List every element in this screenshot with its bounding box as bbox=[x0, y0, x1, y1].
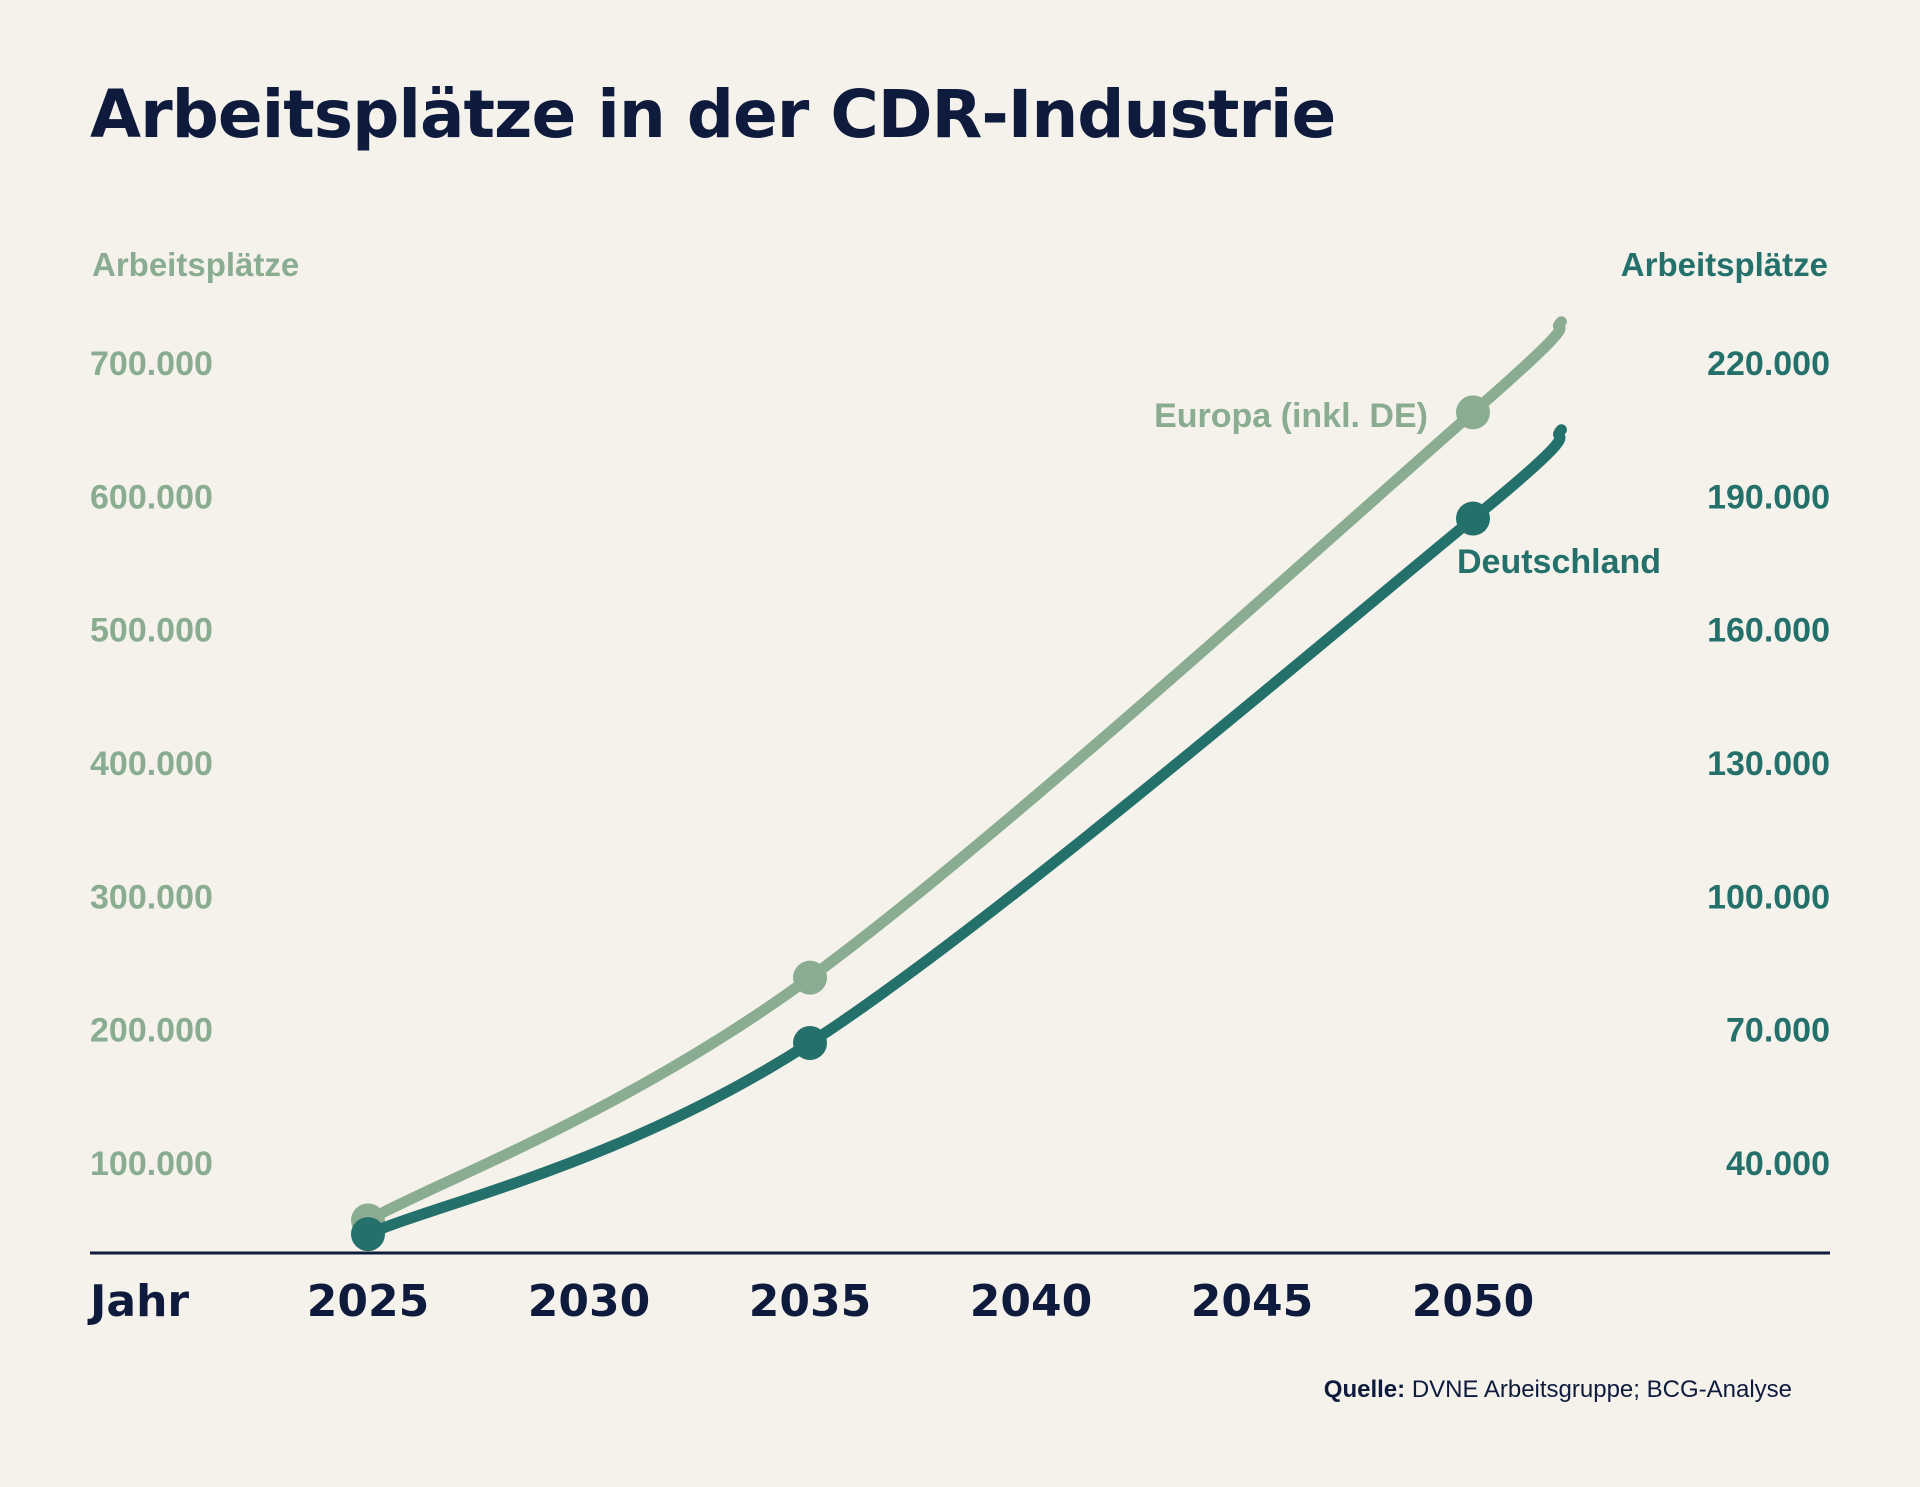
x-tick-label: 2040 bbox=[970, 1276, 1092, 1327]
x-tick-label: 2050 bbox=[1412, 1276, 1534, 1327]
left-axis-title: Arbeitsplätze bbox=[92, 246, 300, 283]
series-layer bbox=[351, 316, 1567, 1252]
series-label-europe: Europa (inkl. DE) bbox=[1154, 397, 1428, 435]
left-tick-label: 500.000 bbox=[90, 612, 213, 650]
x-tick-label: 2045 bbox=[1191, 1276, 1313, 1327]
right-tick-label: 100.000 bbox=[1707, 878, 1830, 916]
right-tick-label: 220.000 bbox=[1707, 345, 1830, 383]
left-tick-label: 300.000 bbox=[90, 878, 213, 916]
series-line-europe bbox=[362, 316, 1567, 1226]
data-point-europe bbox=[793, 960, 827, 995]
series-label-germany: Deutschland bbox=[1457, 543, 1661, 581]
data-point-germany bbox=[1456, 501, 1490, 536]
right-axis-ticks: 40.000 70.000 100.000 130.000 160.000 190.000… bbox=[1707, 345, 1830, 1183]
right-tick-label: 40.000 bbox=[1726, 1145, 1830, 1183]
source-text: DVNE Arbeitsgruppe; BCG-Analyse bbox=[1405, 1376, 1792, 1403]
right-tick-label: 70.000 bbox=[1726, 1012, 1830, 1050]
left-tick-label: 400.000 bbox=[90, 745, 213, 783]
data-point-germany bbox=[793, 1026, 827, 1060]
x-tick-label: 2030 bbox=[528, 1276, 650, 1327]
source-label: Quelle: bbox=[1323, 1376, 1406, 1403]
right-axis-title: Arbeitsplätze bbox=[1620, 246, 1828, 283]
right-tick-label: 190.000 bbox=[1707, 478, 1830, 516]
x-axis-label: Jahr bbox=[87, 1276, 189, 1327]
left-tick-label: 700.000 bbox=[90, 345, 213, 383]
left-tick-label: 200.000 bbox=[90, 1012, 213, 1050]
data-point-europe bbox=[1456, 395, 1490, 430]
chart-title: Arbeitsplätze in der CDR-Industrie bbox=[90, 76, 1336, 153]
right-tick-label: 130.000 bbox=[1707, 745, 1830, 783]
data-point-germany bbox=[351, 1217, 385, 1252]
x-axis-ticks: 2025 2030 2035 2040 2045 2050 bbox=[307, 1276, 1534, 1327]
left-axis-ticks: 100.000 200.000 300.000 400.000 500.000 600.0… bbox=[90, 345, 213, 1183]
x-tick-label: 2035 bbox=[749, 1276, 871, 1327]
left-tick-label: 600.000 bbox=[90, 478, 213, 516]
right-tick-label: 160.000 bbox=[1707, 612, 1830, 650]
x-tick-label: 2025 bbox=[307, 1276, 429, 1327]
source-note: Quelle: DVNE Arbeitsgruppe; BCG-Analyse bbox=[1324, 1376, 1792, 1404]
left-tick-label: 100.000 bbox=[90, 1145, 213, 1183]
series-line-germany bbox=[362, 424, 1567, 1240]
